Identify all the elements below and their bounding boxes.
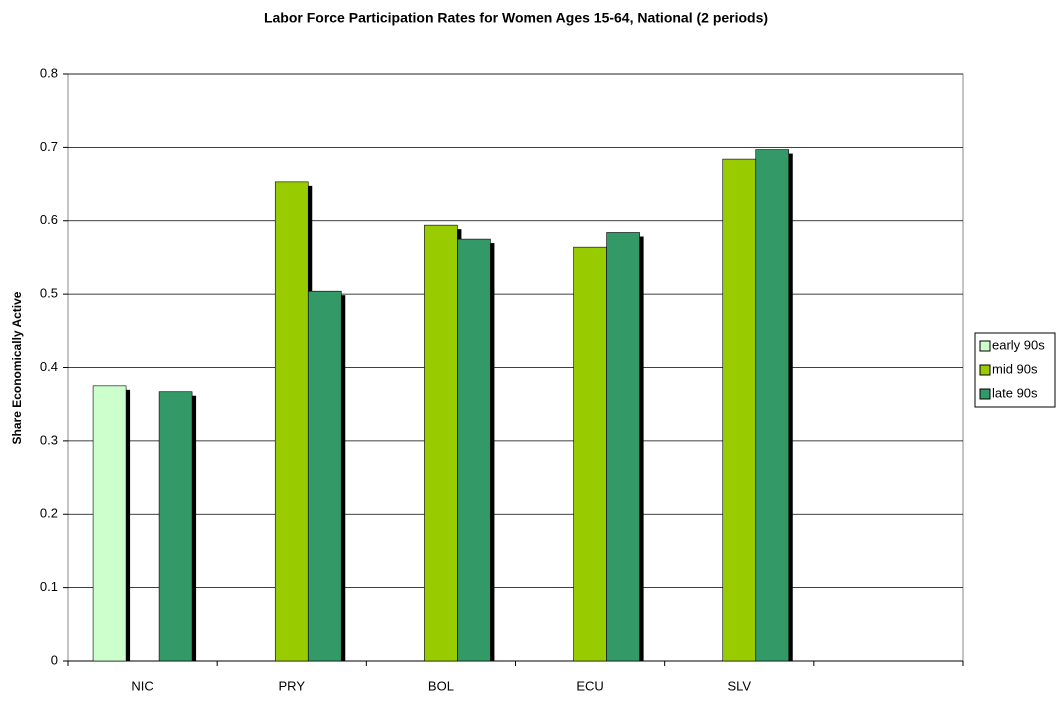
bar <box>722 158 757 662</box>
bar <box>606 232 640 662</box>
legend-label: early 90s <box>992 337 1045 352</box>
y-tick-label: 0.8 <box>40 65 58 80</box>
bar <box>92 385 127 662</box>
bar <box>274 181 309 662</box>
x-tick-label: ECU <box>576 678 603 693</box>
bar <box>457 238 491 662</box>
legend-swatch <box>979 388 991 400</box>
y-tick-label: 0.6 <box>40 212 58 227</box>
bar <box>755 149 790 662</box>
bar <box>158 391 193 662</box>
x-tick-label: NIC <box>131 678 153 693</box>
y-axis-title: Share Economically Active <box>10 291 24 444</box>
x-tick-label: PRY <box>279 678 306 693</box>
bar <box>307 290 342 662</box>
y-tick-label: 0 <box>51 652 58 667</box>
y-tick-label: 0.3 <box>40 432 58 447</box>
y-tick-label: 0.7 <box>40 139 58 154</box>
x-tick-label: SLV <box>727 678 751 693</box>
legend-label: late 90s <box>992 385 1038 400</box>
legend-swatch <box>979 340 991 352</box>
chart-title: Labor Force Participation Rates for Wome… <box>264 10 768 26</box>
bar <box>573 246 607 662</box>
y-tick-label: 0.2 <box>40 506 58 521</box>
bar <box>424 224 458 662</box>
y-tick-label: 0.1 <box>40 579 58 594</box>
legend-label: mid 90s <box>992 361 1038 376</box>
x-tick-label: BOL <box>428 678 454 693</box>
y-tick-label: 0.5 <box>40 286 58 301</box>
y-tick-label: 0.4 <box>40 359 58 374</box>
legend-swatch <box>979 364 991 376</box>
